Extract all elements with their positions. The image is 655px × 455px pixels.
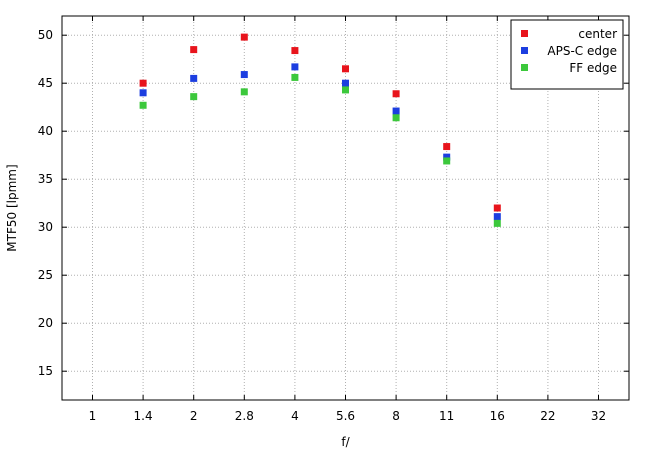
- data-point: [443, 157, 451, 165]
- x-tick-label: 1: [89, 409, 97, 423]
- data-point: [392, 90, 400, 98]
- tick-layer: 1 1.4 2 2.8 4 5.6 8 11 16 22 32 15 20 25 30 35 40 45 50: [38, 16, 629, 423]
- legend-label: FF edge: [569, 61, 617, 75]
- y-axis-label: MTF50 [lpmm]: [5, 164, 19, 251]
- y-tick-label: 25: [38, 268, 53, 282]
- data-point: [443, 143, 451, 151]
- x-tick-label: 8: [392, 409, 400, 423]
- x-tick-label: 4: [291, 409, 299, 423]
- legend: center APS-C edge FF edge: [510, 19, 624, 90]
- x-tick-label: 11: [439, 409, 454, 423]
- data-point: [291, 47, 299, 55]
- legend-label: center: [578, 27, 617, 41]
- data-point: [342, 79, 349, 87]
- y-tick-label: 45: [38, 76, 53, 90]
- x-tick-label: 1.4: [134, 409, 153, 423]
- data-point: [493, 204, 501, 212]
- x-tick-label: 5.6: [336, 409, 355, 423]
- data-point: [240, 71, 248, 79]
- data-point: [190, 46, 198, 54]
- y-tick-label: 50: [38, 28, 53, 42]
- data-point: [190, 74, 198, 82]
- data-point: [493, 219, 501, 227]
- data-point: [139, 89, 147, 97]
- x-tick-label: 2.8: [235, 409, 254, 423]
- points-layer: [139, 33, 501, 227]
- x-tick-label: 2: [190, 409, 198, 423]
- data-point: [240, 33, 248, 41]
- x-tick-label: 16: [490, 409, 505, 423]
- data-point: [291, 73, 299, 81]
- legend-swatch: [521, 64, 528, 71]
- y-tick-label: 35: [38, 172, 53, 186]
- y-tick-label: 40: [38, 124, 53, 138]
- legend-box: [510, 19, 624, 90]
- data-point: [139, 101, 147, 109]
- x-axis-label: f/: [341, 435, 350, 449]
- data-point: [443, 153, 451, 161]
- data-point: [240, 88, 248, 96]
- x-tick-label: 32: [591, 409, 606, 423]
- data-point: [493, 213, 501, 221]
- legend-swatch: [521, 47, 528, 54]
- legend-swatch: [521, 30, 528, 37]
- data-point: [190, 93, 198, 101]
- data-point: [342, 86, 349, 94]
- y-tick-label: 30: [38, 220, 53, 234]
- data-point: [392, 114, 400, 122]
- x-tick-label: 22: [540, 409, 555, 423]
- y-tick-label: 20: [38, 316, 53, 330]
- data-point: [291, 63, 299, 71]
- data-point: [342, 65, 349, 73]
- data-point: [392, 107, 400, 115]
- y-tick-label: 15: [38, 364, 53, 378]
- data-point: [139, 79, 147, 87]
- legend-label: APS-C edge: [547, 44, 617, 58]
